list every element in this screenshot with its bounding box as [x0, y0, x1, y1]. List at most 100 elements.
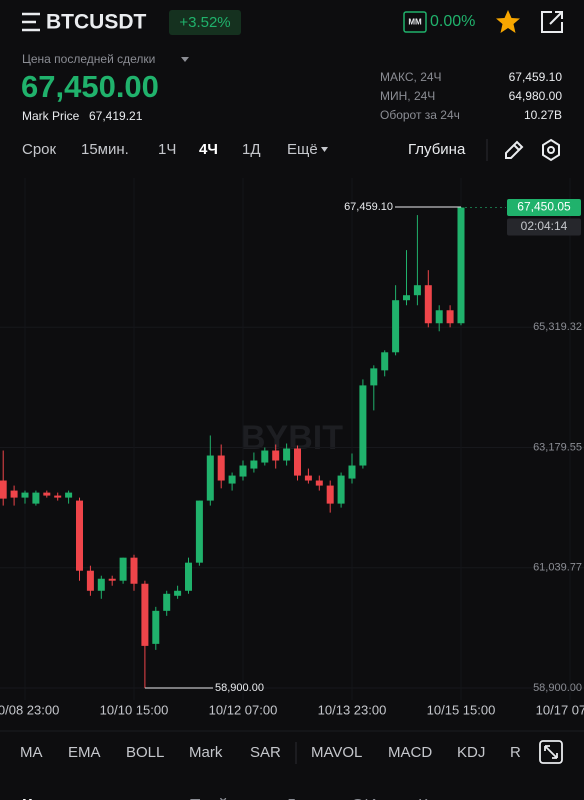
y-tick-label: 61,039.77: [533, 562, 582, 574]
depth-tab[interactable]: Глубина: [408, 141, 466, 158]
candle-body: [392, 300, 400, 353]
y-tick-label: 63,179.55: [533, 441, 582, 453]
indicator-tab[interactable]: MAVOL: [311, 744, 362, 761]
interval-tab[interactable]: 1Д: [242, 141, 261, 158]
dropdown-caret[interactable]: [181, 57, 189, 62]
indicator-tab[interactable]: KDJ: [457, 744, 485, 761]
candle-body: [272, 450, 280, 461]
indicator-tab[interactable]: EMA: [68, 744, 101, 761]
candle-body: [283, 448, 291, 461]
y-tick-label: 58,900.00: [533, 682, 582, 694]
x-tick-label: 10/13 23:00: [318, 702, 387, 717]
candle-body: [315, 480, 323, 486]
high-marker-label: 67,459.10: [344, 201, 393, 213]
more-caret[interactable]: [321, 147, 328, 152]
candle-body: [185, 562, 192, 591]
candle-body: [76, 500, 83, 571]
candle-body: [163, 593, 171, 611]
candle-body: [294, 448, 301, 476]
candle-body: [65, 492, 73, 498]
indicator-tab[interactable]: Mark: [189, 744, 223, 761]
candle-body: [119, 557, 127, 581]
candle-body: [54, 495, 62, 498]
last-price: 67,450.00: [21, 69, 159, 104]
bottom-tab[interactable]: Контракт: [418, 795, 489, 800]
candle-body: [228, 475, 236, 484]
mm-icon: [403, 11, 427, 33]
candle-body: [424, 285, 432, 324]
candle-body: [174, 590, 182, 596]
candle-body: [152, 610, 160, 644]
favorite-star[interactable]: [496, 10, 520, 33]
candle-body: [97, 578, 105, 591]
interval-tab[interactable]: 15мин.: [81, 141, 129, 158]
interval-tab[interactable]: 4Ч: [199, 141, 218, 158]
bottom-tab[interactable]: Книга ордеров: [22, 795, 146, 800]
candle-body: [250, 460, 258, 469]
stat-label: МИН, 24Ч: [380, 89, 435, 103]
indicator-tab[interactable]: MACD: [388, 744, 432, 761]
interval-tab[interactable]: 1Ч: [158, 141, 176, 158]
y-tick-label: 65,319.32: [533, 321, 582, 333]
x-tick-label: 10/15 15:00: [427, 702, 496, 717]
candle-body: [435, 310, 443, 324]
candle-body: [403, 295, 410, 301]
candle-body: [337, 475, 345, 504]
interval-tab[interactable]: Срок: [22, 141, 57, 158]
x-tick-label: 10/12 07:00: [209, 702, 278, 717]
expand-icon[interactable]: [539, 740, 563, 764]
mark-price-value: 67,419.21: [89, 109, 143, 123]
candle-body: [359, 385, 367, 466]
mark-price-label: Mark Price: [22, 109, 80, 123]
indicator-tab[interactable]: BOLL: [126, 744, 164, 761]
mm-badge: MM: [408, 18, 422, 27]
candle-body: [195, 500, 203, 563]
candle-body: [0, 480, 7, 499]
change-badge: [169, 10, 241, 35]
last-price-badge: [507, 199, 581, 217]
candle-body: [446, 310, 454, 324]
settings-icon[interactable]: [542, 138, 560, 162]
countdown: 02:04:14: [521, 219, 568, 233]
x-tick-label: 10/08 23:00: [0, 702, 59, 717]
stat-label: Оборот за 24ч: [380, 108, 460, 122]
watermark: BYBIT: [241, 419, 343, 457]
x-tick-label: 10/17 07:00: [536, 702, 584, 717]
menu-icon[interactable]: [22, 12, 40, 32]
change: +3.52%: [179, 14, 230, 31]
interval-tab[interactable]: Ещё: [287, 141, 318, 158]
candle-body: [381, 352, 389, 371]
symbol[interactable]: BTCUSDT: [46, 11, 146, 34]
candle-body: [217, 455, 225, 481]
candle-body: [141, 583, 149, 646]
candle-body: [21, 492, 29, 498]
stat-value: 64,980.00: [509, 89, 563, 103]
indicator-tab[interactable]: MA: [20, 744, 43, 761]
share-icon[interactable]: [541, 11, 563, 33]
candle-body: [261, 450, 269, 463]
candle-body: [130, 557, 138, 584]
candle-body: [348, 465, 356, 479]
stat-label: МАКС, 24Ч: [380, 70, 442, 84]
bottom-tab[interactable]: Данные ОИ: [285, 795, 377, 800]
candle-body: [413, 285, 421, 296]
last-price-label: 67,450.05: [517, 200, 571, 214]
candle-body: [32, 492, 40, 504]
countdown-badge: [507, 218, 581, 236]
candle-body: [108, 578, 116, 581]
stat-value: 10.27B: [524, 108, 562, 122]
stat-value: 67,459.10: [509, 70, 563, 84]
price-label[interactable]: Цена последней сделки: [22, 52, 155, 66]
indicator-tab[interactable]: R: [510, 744, 521, 761]
candle-body: [304, 475, 312, 481]
indicator-tab[interactable]: SAR: [250, 744, 281, 761]
draw-icon[interactable]: [505, 140, 524, 159]
candle-body: [86, 570, 94, 591]
low-marker-label: 58,900.00: [215, 682, 264, 694]
candle-body: [206, 455, 214, 501]
candle-body: [326, 485, 334, 504]
bottom-tab[interactable]: Трейды: [190, 795, 250, 800]
